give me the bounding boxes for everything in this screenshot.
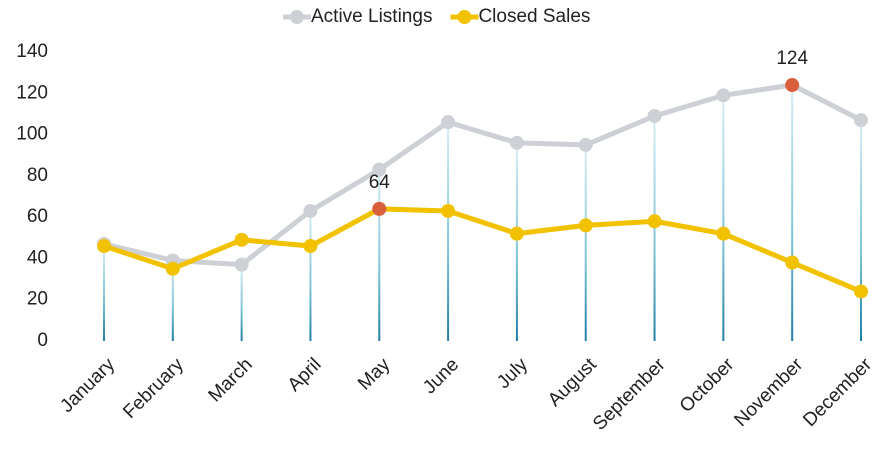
drop-line [791, 85, 794, 342]
data-point [165, 261, 180, 276]
data-point [647, 214, 662, 229]
data-point [578, 137, 593, 152]
drop-line [722, 95, 725, 341]
y-tick-label: 120 [16, 82, 48, 103]
drop-line [240, 264, 243, 341]
y-tick-label: 0 [37, 330, 48, 351]
data-point [303, 239, 318, 254]
legend-label: Closed Sales [478, 6, 590, 27]
data-point [509, 135, 524, 150]
data-point [372, 201, 387, 216]
y-tick-label: 40 [27, 247, 48, 268]
drop-line [447, 122, 450, 341]
drop-line [860, 120, 862, 341]
data-point [578, 218, 593, 233]
data-label: 124 [776, 48, 808, 69]
x-tick-label: May [354, 354, 395, 395]
drop-line [309, 210, 312, 341]
data-point [441, 203, 456, 218]
legend: Active Listings Closed Sales [283, 6, 590, 27]
drop-line [584, 144, 587, 341]
data-point [372, 162, 387, 177]
y-tick-label: 60 [27, 206, 48, 227]
x-tick-label: December [799, 354, 876, 431]
legend-marker [290, 10, 304, 24]
data-point [647, 108, 662, 123]
data-point [234, 232, 249, 247]
y-tick-label: 20 [27, 289, 48, 310]
data-point [785, 78, 800, 93]
series-line [103, 82, 863, 268]
drop-line [378, 169, 381, 341]
legend-marker [457, 10, 472, 24]
y-tick-label: 140 [16, 41, 48, 62]
data-point [234, 257, 249, 272]
data-point [716, 88, 731, 103]
data-point [716, 226, 731, 241]
x-tick-label: July [493, 354, 532, 393]
x-tick-label: January [56, 354, 119, 417]
x-tick-label: August [544, 354, 601, 411]
x-tick-label: April [284, 354, 326, 396]
y-tick-label: 80 [27, 165, 48, 186]
drop-line [103, 243, 105, 341]
drop-line [171, 260, 174, 341]
data-point [441, 115, 456, 130]
y-tick-label: 100 [16, 124, 48, 145]
x-tick-label: September [589, 354, 670, 435]
drop-line [515, 142, 518, 341]
data-label: 64 [369, 172, 391, 193]
data-point [854, 113, 868, 128]
data-point [303, 203, 318, 218]
data-point [97, 239, 111, 254]
x-tick-label: February [119, 354, 188, 423]
x-tick-label: June [419, 354, 463, 398]
data-point [509, 226, 524, 241]
data-point [854, 284, 868, 299]
x-tick-label: October [676, 354, 739, 417]
drop-line [653, 115, 656, 341]
x-tick-label: March [205, 354, 257, 406]
data-point [785, 255, 800, 270]
series-line [103, 206, 862, 294]
legend-label: Active Listings [311, 6, 432, 27]
x-tick-label: November [730, 354, 807, 431]
